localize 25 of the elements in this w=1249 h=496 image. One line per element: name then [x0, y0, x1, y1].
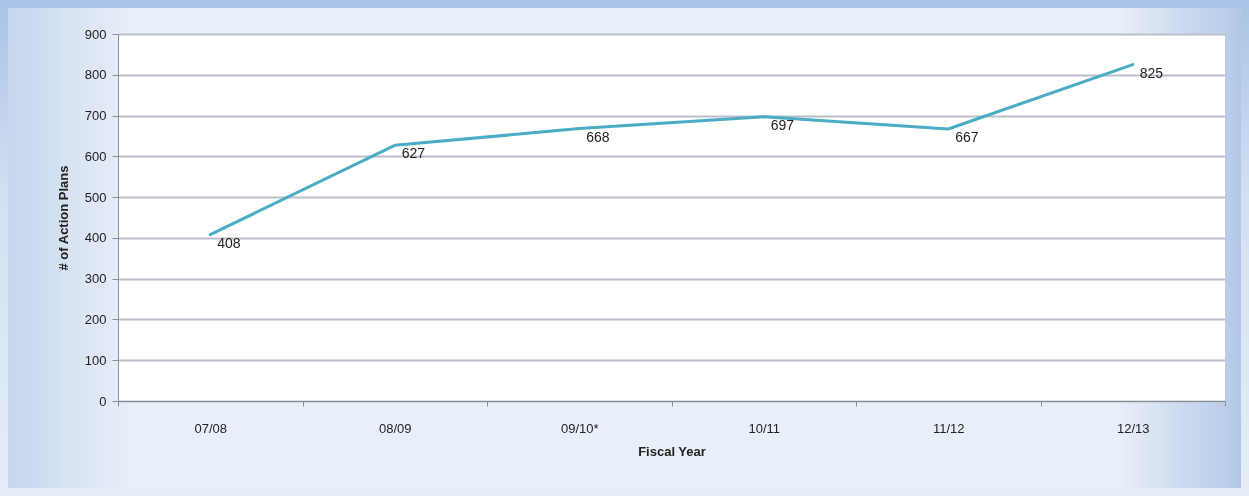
- data-label: 825: [1139, 64, 1164, 81]
- line-series: [208, 63, 1135, 237]
- data-label: 408: [217, 234, 241, 251]
- x-tick-label: 10/11: [748, 420, 781, 436]
- y-tick-label: 800: [84, 67, 107, 83]
- y-tick-label: 700: [84, 108, 107, 124]
- x-tick-label: 11/12: [932, 420, 965, 436]
- y-tick-label: 200: [84, 311, 107, 327]
- y-tick-label: 0: [99, 393, 107, 409]
- x-tick-label: 09/10*: [560, 420, 599, 436]
- x-tick-label: 07/08: [194, 420, 228, 436]
- y-tick-label: 300: [84, 271, 107, 287]
- y-tick-label: 500: [84, 189, 107, 205]
- x-tick-label: 08/09: [378, 420, 412, 436]
- data-label: 667: [955, 129, 979, 146]
- y-tick-label: 600: [84, 148, 107, 164]
- data-label: 627: [401, 145, 426, 162]
- y-tick-label: 400: [84, 230, 107, 246]
- y-axis-title: # of Action Plans: [55, 165, 71, 271]
- y-tick-label: 900: [84, 26, 107, 42]
- x-tick-label: 12/13: [1116, 420, 1150, 436]
- data-label: 668: [586, 128, 610, 145]
- data-label: 697: [770, 116, 795, 133]
- x-axis-title: Fiscal Year: [638, 443, 706, 459]
- y-tick-label: 100: [84, 352, 107, 368]
